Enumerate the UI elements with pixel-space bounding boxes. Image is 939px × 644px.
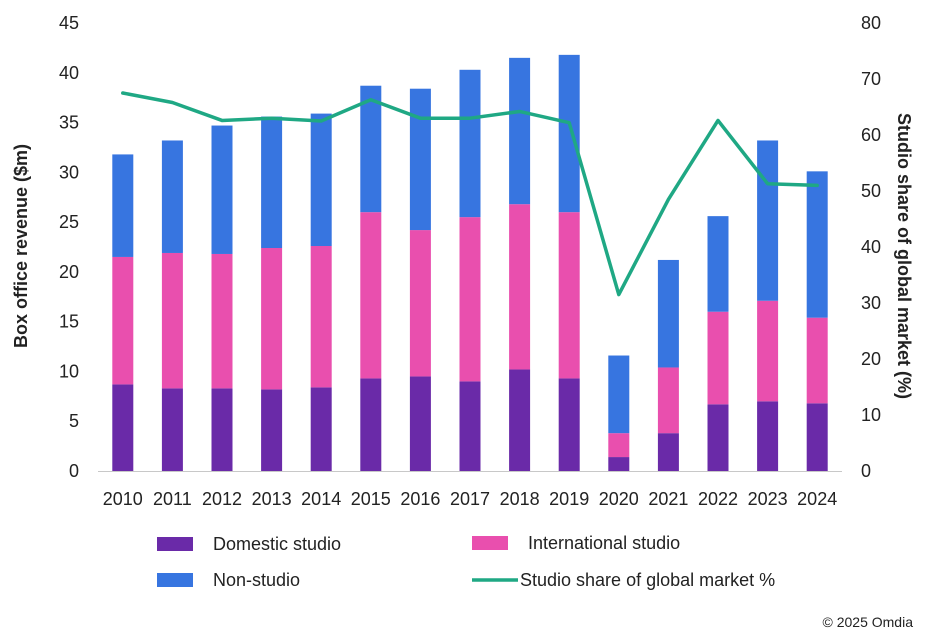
bar-domestic-studio-2010 (112, 384, 134, 471)
bar-domestic-studio-2015 (360, 378, 382, 471)
bar-international-studio-2021 (657, 367, 679, 434)
bar-domestic-studio-2022 (707, 404, 729, 471)
bar-domestic-studio-2024 (806, 403, 828, 471)
bar-international-studio-2024 (806, 317, 828, 404)
x-tick-label: 2018 (500, 489, 540, 509)
right-y-tick-label: 70 (861, 69, 881, 89)
bar-non-studio-2024 (806, 171, 828, 318)
bar-international-studio-2014 (310, 246, 332, 388)
right-y-tick-label: 30 (861, 293, 881, 313)
bar-non-studio-2022 (707, 216, 729, 312)
right-y-tick-label: 0 (861, 461, 871, 481)
bar-non-studio-2023 (757, 140, 779, 301)
bar-international-studio-2015 (360, 212, 382, 379)
right-y-tick-label: 60 (861, 125, 881, 145)
legend: Domestic studio International studio Non-s… (157, 533, 775, 590)
right-y-tick-label: 40 (861, 237, 881, 257)
bar-non-studio-2014 (310, 113, 332, 247)
bar-international-studio-2010 (112, 256, 134, 385)
left-y-tick-label: 5 (69, 411, 79, 431)
bar-international-studio-2022 (707, 311, 729, 405)
x-tick-label: 2011 (153, 489, 192, 509)
bar-international-studio-2018 (509, 204, 531, 370)
bar-domestic-studio-2016 (409, 376, 431, 471)
legend-swatch-non-studio (157, 573, 193, 587)
left-y-tick-label: 10 (59, 361, 79, 381)
x-axis-ticks: 2010 2011 2012 2013 2014 2015 2016 2017 2018 2019… (103, 489, 837, 509)
line-studio-share (121, 91, 819, 297)
bar-international-studio-2011 (161, 252, 183, 389)
legend-label-non-studio: Non-studio (213, 570, 300, 590)
x-tick-label: 2017 (450, 489, 490, 509)
legend-swatch-international-studio (472, 536, 508, 550)
left-y-tick-label: 25 (59, 212, 79, 232)
bar-international-studio-2023 (757, 300, 779, 402)
x-tick-label: 2012 (202, 489, 242, 509)
right-y-tick-label: 50 (861, 181, 881, 201)
x-tick-label: 2014 (301, 489, 341, 509)
copyright-credit: © 2025 Omdia (823, 614, 914, 630)
x-tick-label: 2015 (351, 489, 391, 509)
bar-non-studio-2017 (459, 69, 481, 218)
bar-non-studio-2020 (608, 355, 630, 434)
left-y-tick-label: 35 (59, 113, 79, 133)
bar-domestic-studio-2018 (509, 369, 531, 471)
x-tick-label: 2024 (797, 489, 837, 509)
plot-area (98, 54, 842, 472)
bar-domestic-studio-2011 (161, 388, 183, 471)
bar-non-studio-2012 (211, 125, 233, 254)
bar-domestic-studio-2021 (657, 433, 679, 471)
bar-non-studio-2013 (261, 116, 283, 248)
bar-domestic-studio-2017 (459, 381, 481, 471)
bar-international-studio-2020 (608, 433, 630, 458)
bar-non-studio-2018 (509, 57, 531, 205)
left-y-tick-label: 0 (69, 461, 79, 481)
bar-domestic-studio-2012 (211, 388, 233, 471)
x-tick-label: 2010 (103, 489, 143, 509)
x-tick-label: 2020 (599, 489, 639, 509)
left-y-tick-label: 15 (59, 312, 79, 332)
right-y-axis-ticks: 0 10 20 30 40 50 60 70 80 (861, 13, 881, 481)
x-tick-label: 2019 (549, 489, 589, 509)
right-y-tick-label: 10 (861, 405, 881, 425)
right-y-axis-title: Studio share of global market (%) (894, 113, 914, 399)
x-tick-label: 2013 (252, 489, 292, 509)
legend-label-international-studio: International studio (528, 533, 680, 553)
bar-international-studio-2013 (261, 247, 283, 390)
legend-label-studio-share-of-global-market-: Studio share of global market % (520, 570, 775, 590)
bar-domestic-studio-2014 (310, 387, 332, 471)
x-tick-label: 2016 (400, 489, 440, 509)
bar-non-studio-2011 (161, 140, 183, 253)
right-y-tick-label: 80 (861, 13, 881, 33)
left-y-tick-label: 30 (59, 162, 79, 182)
bar-international-studio-2016 (409, 230, 431, 377)
bar-domestic-studio-2020 (608, 457, 630, 471)
left-y-tick-label: 40 (59, 63, 79, 83)
legend-label-domestic-studio: Domestic studio (213, 534, 341, 554)
x-tick-label: 2023 (748, 489, 788, 509)
bar-non-studio-2019 (558, 54, 580, 213)
left-y-axis-title: Box office revenue ($m) (11, 144, 31, 348)
left-y-tick-label: 20 (59, 262, 79, 282)
bar-international-studio-2019 (558, 212, 580, 379)
bar-international-studio-2012 (211, 253, 233, 389)
bar-non-studio-2010 (112, 154, 134, 257)
right-y-tick-label: 20 (861, 349, 881, 369)
bar-non-studio-2021 (657, 259, 679, 368)
bar-international-studio-2017 (459, 217, 481, 382)
x-tick-label: 2022 (698, 489, 738, 509)
legend-swatch-domestic-studio (157, 537, 193, 551)
bar-domestic-studio-2013 (261, 389, 283, 471)
bar-non-studio-2015 (360, 85, 382, 213)
left-y-axis-ticks: 0 5 10 15 20 25 30 35 40 45 (59, 13, 79, 481)
bar-domestic-studio-2023 (757, 401, 779, 471)
bar-non-studio-2016 (409, 88, 431, 231)
left-y-tick-label: 45 (59, 13, 79, 33)
bar-domestic-studio-2019 (558, 378, 580, 471)
x-tick-label: 2021 (648, 489, 688, 509)
